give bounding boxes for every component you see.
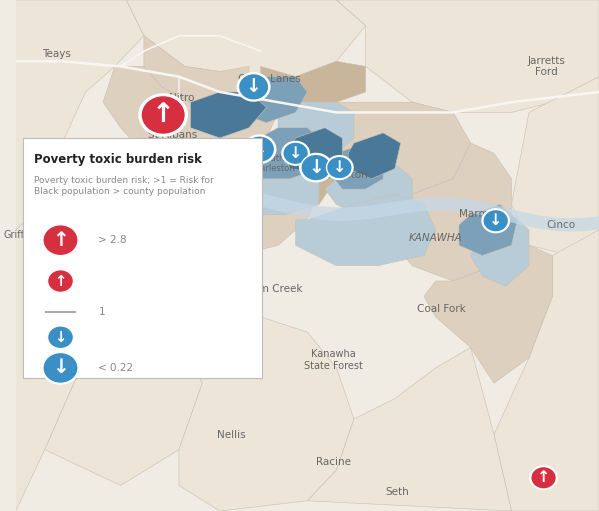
Circle shape <box>243 134 276 164</box>
Polygon shape <box>16 0 599 511</box>
Polygon shape <box>337 0 599 112</box>
Text: ↓: ↓ <box>333 160 346 175</box>
Text: Cross Lanes: Cross Lanes <box>238 74 301 84</box>
Circle shape <box>299 153 333 182</box>
Text: Marmet: Marmet <box>459 208 500 219</box>
Text: ↑: ↑ <box>537 470 550 485</box>
Text: Nellis: Nellis <box>217 430 246 440</box>
Circle shape <box>43 353 78 383</box>
Circle shape <box>43 225 78 256</box>
Text: Jarretts
Ford: Jarretts Ford <box>528 56 565 77</box>
Text: ↓: ↓ <box>308 158 324 177</box>
Text: Kanawha
State Forest: Kanawha State Forest <box>304 350 363 371</box>
Polygon shape <box>261 61 365 112</box>
Circle shape <box>48 326 73 349</box>
Polygon shape <box>471 215 529 286</box>
Text: Poverty toxic burden risk: Poverty toxic burden risk <box>34 153 202 166</box>
Text: Seth: Seth <box>386 486 410 497</box>
Polygon shape <box>103 66 278 164</box>
Text: Griffithsville: Griffithsville <box>4 230 62 240</box>
Circle shape <box>326 156 352 179</box>
Circle shape <box>138 93 188 137</box>
Polygon shape <box>348 133 401 179</box>
Text: < 0.22: < 0.22 <box>98 363 134 373</box>
Polygon shape <box>16 204 103 511</box>
Text: Racine: Racine <box>316 457 351 468</box>
Polygon shape <box>383 143 512 281</box>
Circle shape <box>282 141 310 166</box>
Circle shape <box>283 142 308 165</box>
Text: > 2.8: > 2.8 <box>98 235 127 245</box>
Text: Teays: Teays <box>42 49 71 59</box>
Text: Dunbar: Dunbar <box>221 151 259 161</box>
Text: Coal Fork: Coal Fork <box>417 304 466 314</box>
Text: Poverty toxic burden risk; >1 = Risk for
Black population > county population: Poverty toxic burden risk; >1 = Risk for… <box>34 176 214 196</box>
Circle shape <box>325 155 354 180</box>
Text: ↓: ↓ <box>55 330 66 345</box>
Text: Cinco: Cinco <box>546 220 576 230</box>
Polygon shape <box>284 128 342 174</box>
Text: Alum Creek: Alum Creek <box>242 284 302 294</box>
Text: Charleston: Charleston <box>311 170 368 180</box>
Text: ↑: ↑ <box>152 102 175 128</box>
Polygon shape <box>243 128 325 179</box>
Circle shape <box>531 467 556 489</box>
Polygon shape <box>459 204 518 256</box>
Polygon shape <box>179 317 354 511</box>
Polygon shape <box>16 0 144 230</box>
Text: ↓: ↓ <box>489 213 503 228</box>
Circle shape <box>48 270 73 292</box>
Polygon shape <box>237 77 307 123</box>
Text: ↑: ↑ <box>52 230 69 250</box>
Polygon shape <box>424 245 552 383</box>
Circle shape <box>483 210 509 232</box>
Polygon shape <box>220 153 319 215</box>
FancyBboxPatch shape <box>23 138 262 378</box>
Polygon shape <box>179 153 319 256</box>
Polygon shape <box>331 143 383 189</box>
Text: Nitro: Nitro <box>169 93 195 103</box>
Circle shape <box>46 325 75 350</box>
Polygon shape <box>144 36 249 102</box>
Circle shape <box>238 74 269 100</box>
Circle shape <box>141 96 185 134</box>
Text: ↓: ↓ <box>52 358 69 378</box>
Text: 1: 1 <box>98 307 105 317</box>
Polygon shape <box>220 138 337 215</box>
Polygon shape <box>45 307 202 485</box>
Text: South
Charleston: South Charleston <box>249 154 295 173</box>
Circle shape <box>529 465 558 491</box>
Circle shape <box>237 72 271 102</box>
Text: KANAWHA: KANAWHA <box>409 233 462 243</box>
Polygon shape <box>278 102 354 153</box>
Text: ↓: ↓ <box>252 140 267 159</box>
Circle shape <box>482 208 510 234</box>
Text: ↓: ↓ <box>289 146 302 161</box>
Text: ↓: ↓ <box>246 77 262 97</box>
Polygon shape <box>337 102 471 194</box>
Circle shape <box>244 136 274 162</box>
Polygon shape <box>512 77 599 256</box>
Circle shape <box>46 269 75 293</box>
Polygon shape <box>126 0 365 77</box>
Circle shape <box>41 223 80 257</box>
Circle shape <box>41 351 80 385</box>
Polygon shape <box>307 347 512 511</box>
Circle shape <box>301 154 331 181</box>
Text: St Albans: St Albans <box>149 130 198 141</box>
Text: ↑: ↑ <box>55 273 66 289</box>
Polygon shape <box>325 164 412 220</box>
Polygon shape <box>190 92 267 138</box>
Polygon shape <box>494 230 599 511</box>
Polygon shape <box>296 194 435 266</box>
